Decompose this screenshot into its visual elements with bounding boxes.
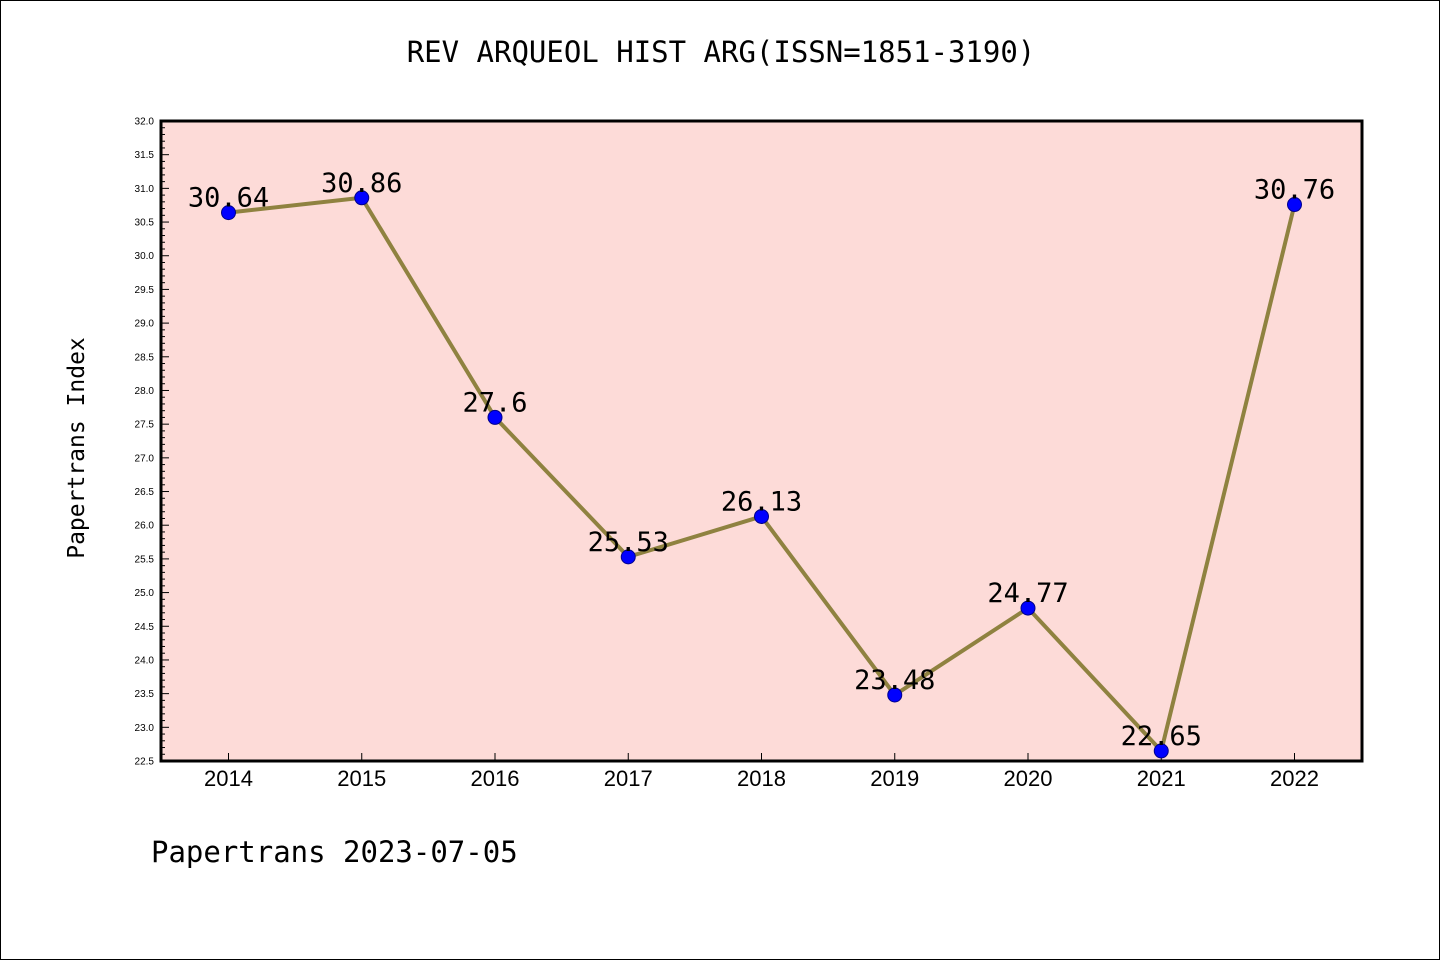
data-point-marker [487, 409, 503, 425]
data-label: 30.86 [321, 168, 402, 199]
data-points [221, 190, 1302, 759]
data-label: 23.48 [854, 665, 935, 696]
y-tick-label: 23.0 [135, 723, 155, 734]
x-tick-label: 2014 [204, 766, 253, 791]
y-tick-label: 25.5 [135, 554, 155, 565]
data-point-marker [1153, 743, 1169, 759]
x-tick-label: 2019 [870, 766, 919, 791]
data-point-marker [1287, 197, 1302, 213]
data-point-marker [354, 190, 370, 206]
data-label: 25.53 [588, 527, 669, 558]
y-tick-label: 29.5 [135, 285, 155, 296]
x-tick-label: 2018 [737, 766, 786, 791]
x-tick-label: 2020 [1004, 766, 1053, 791]
data-point-marker [620, 549, 636, 565]
plot-area [161, 121, 1362, 761]
y-axis: 22.5 23.0 23.5 24.0 24.5 25.0 25.5 26.0 26.5 27.0… [135, 117, 169, 768]
data-label: 26.13 [721, 486, 802, 517]
footer-text: Papertrans 2023-07-05 [151, 835, 518, 869]
x-axis: 2014 2015 2016 2017 2018 2019 2020 2021 2022 [204, 753, 1319, 791]
y-tick-label: 28.5 [135, 352, 155, 363]
data-label: 27.6 [462, 387, 527, 418]
x-tick-label: 2016 [471, 766, 520, 791]
y-tick-label: 22.5 [135, 757, 155, 768]
y-tick-label: 27.5 [135, 420, 155, 431]
y-tick-label: 30.0 [135, 251, 155, 262]
data-label: 30.76 [1254, 175, 1335, 206]
y-tick-label: 26.5 [135, 487, 155, 498]
y-tick-label: 28.0 [135, 386, 155, 397]
data-point-marker [221, 205, 236, 221]
data-labels: 30.64 30.86 27.6 25.53 26.13 23.48 24.77 22.65 3… [188, 168, 1335, 752]
y-tick-label: 26.0 [135, 521, 155, 532]
data-point-marker [754, 508, 769, 524]
y-tick-label: 25.0 [135, 588, 155, 599]
data-point-marker [1020, 600, 1036, 616]
y-tick-label: 32.0 [135, 117, 155, 128]
y-tick-label: 27.0 [135, 453, 155, 464]
data-point-marker [887, 687, 903, 703]
x-tick-label: 2021 [1137, 766, 1186, 791]
y-tick-label: 24.0 [135, 655, 155, 666]
data-label: 30.64 [188, 183, 269, 214]
y-tick-label: 30.5 [135, 218, 155, 229]
chart-title: REV ARQUEOL HIST ARG(ISSN=1851-3190) [406, 35, 1036, 69]
y-tick-label: 31.0 [135, 184, 155, 195]
y-tick-label: 23.5 [135, 689, 155, 700]
y-tick-label: 29.0 [135, 319, 155, 330]
plot-border [159, 119, 1364, 763]
x-tick-label: 2015 [337, 766, 386, 791]
y-tick-label: 31.5 [135, 150, 155, 161]
data-label: 22.65 [1121, 721, 1202, 752]
y-tick-label: 24.5 [135, 622, 155, 633]
x-tick-label: 2022 [1270, 766, 1319, 791]
data-label: 24.77 [987, 578, 1068, 609]
x-tick-label: 2017 [604, 766, 653, 791]
